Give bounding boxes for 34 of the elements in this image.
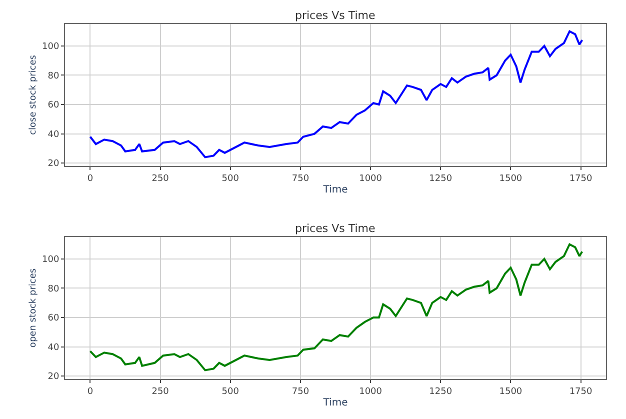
y-tick-label: 40 <box>48 342 60 353</box>
y-tick-label: 100 <box>42 255 60 266</box>
y-axis-title: close stock prices <box>28 54 38 135</box>
x-tick-label: 0 <box>87 174 94 184</box>
x-tick-label: 1500 <box>499 174 522 184</box>
x-tick-label: 1750 <box>569 386 592 397</box>
x-tick-label: 1250 <box>429 386 452 397</box>
x-tick-label: 1000 <box>359 174 382 184</box>
y-tick-label: 80 <box>48 284 60 294</box>
chart-title: prices Vs Time <box>295 9 376 22</box>
x-tick-label: 0 <box>87 386 94 397</box>
y-axis-title: open stock prices <box>28 268 38 348</box>
y-tick-label: 60 <box>48 314 60 324</box>
x-tick-label: 1000 <box>359 386 382 397</box>
x-tick-label: 500 <box>222 174 240 184</box>
x-tick-label: 750 <box>292 386 310 397</box>
x-axis-title: Time <box>322 184 348 196</box>
chart-title: prices Vs Time <box>295 222 376 235</box>
line-series <box>89 30 584 158</box>
y-tick-label: 40 <box>48 130 60 140</box>
y-tick-label: 80 <box>48 71 60 82</box>
x-tick-label: 500 <box>222 386 240 397</box>
y-tick-label: 20 <box>48 159 60 170</box>
line-series <box>89 243 584 372</box>
y-tick-label: 100 <box>42 42 60 52</box>
y-tick-label: 60 <box>48 100 60 111</box>
x-tick-label: 1250 <box>429 174 452 184</box>
x-tick-label: 250 <box>152 174 170 184</box>
x-tick-label: 1500 <box>499 386 522 397</box>
x-axis-title: Time <box>322 397 348 408</box>
y-tick-label: 20 <box>48 372 60 382</box>
x-tick-label: 250 <box>152 386 170 397</box>
x-tick-label: 1750 <box>569 174 592 184</box>
x-tick-label: 750 <box>292 174 310 184</box>
